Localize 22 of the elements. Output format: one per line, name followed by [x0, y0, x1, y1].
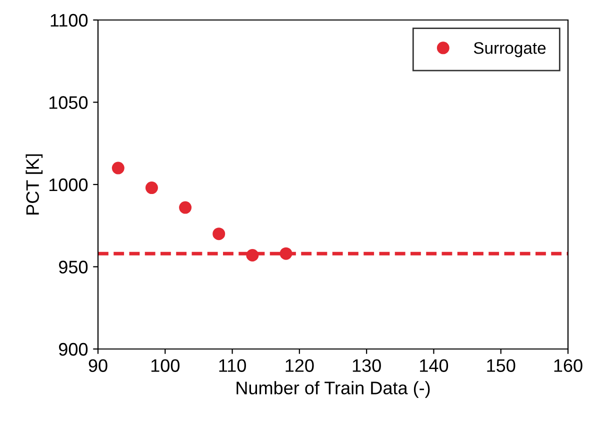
point	[179, 201, 192, 214]
x-tick-label: 120	[286, 359, 314, 372]
point	[212, 228, 226, 240]
x-tick-label: 130	[352, 359, 381, 372]
y-axis-title: PCT [K]	[26, 154, 43, 214]
y-tick-label: 900	[59, 342, 88, 356]
y-tick-label: 1050	[49, 96, 88, 109]
x-tick-label: 100	[151, 359, 180, 372]
y-tick-label: 1000	[49, 178, 88, 192]
x-tick-label: 140	[420, 359, 448, 372]
point	[112, 162, 124, 174]
point	[246, 248, 259, 262]
point	[280, 247, 292, 260]
x-tick-label: 150	[487, 359, 516, 372]
x-tick-label: 110	[219, 359, 246, 372]
x-axis-title: Number of Train Data (-)	[236, 381, 430, 398]
x-tick-label: 160	[554, 359, 582, 372]
y-tick-label: 950	[59, 260, 88, 274]
x-tick-label: 90	[88, 359, 108, 372]
legend-label: Surrogate	[474, 42, 546, 58]
y-tick-label: 1100	[50, 14, 88, 27]
point	[145, 182, 158, 194]
